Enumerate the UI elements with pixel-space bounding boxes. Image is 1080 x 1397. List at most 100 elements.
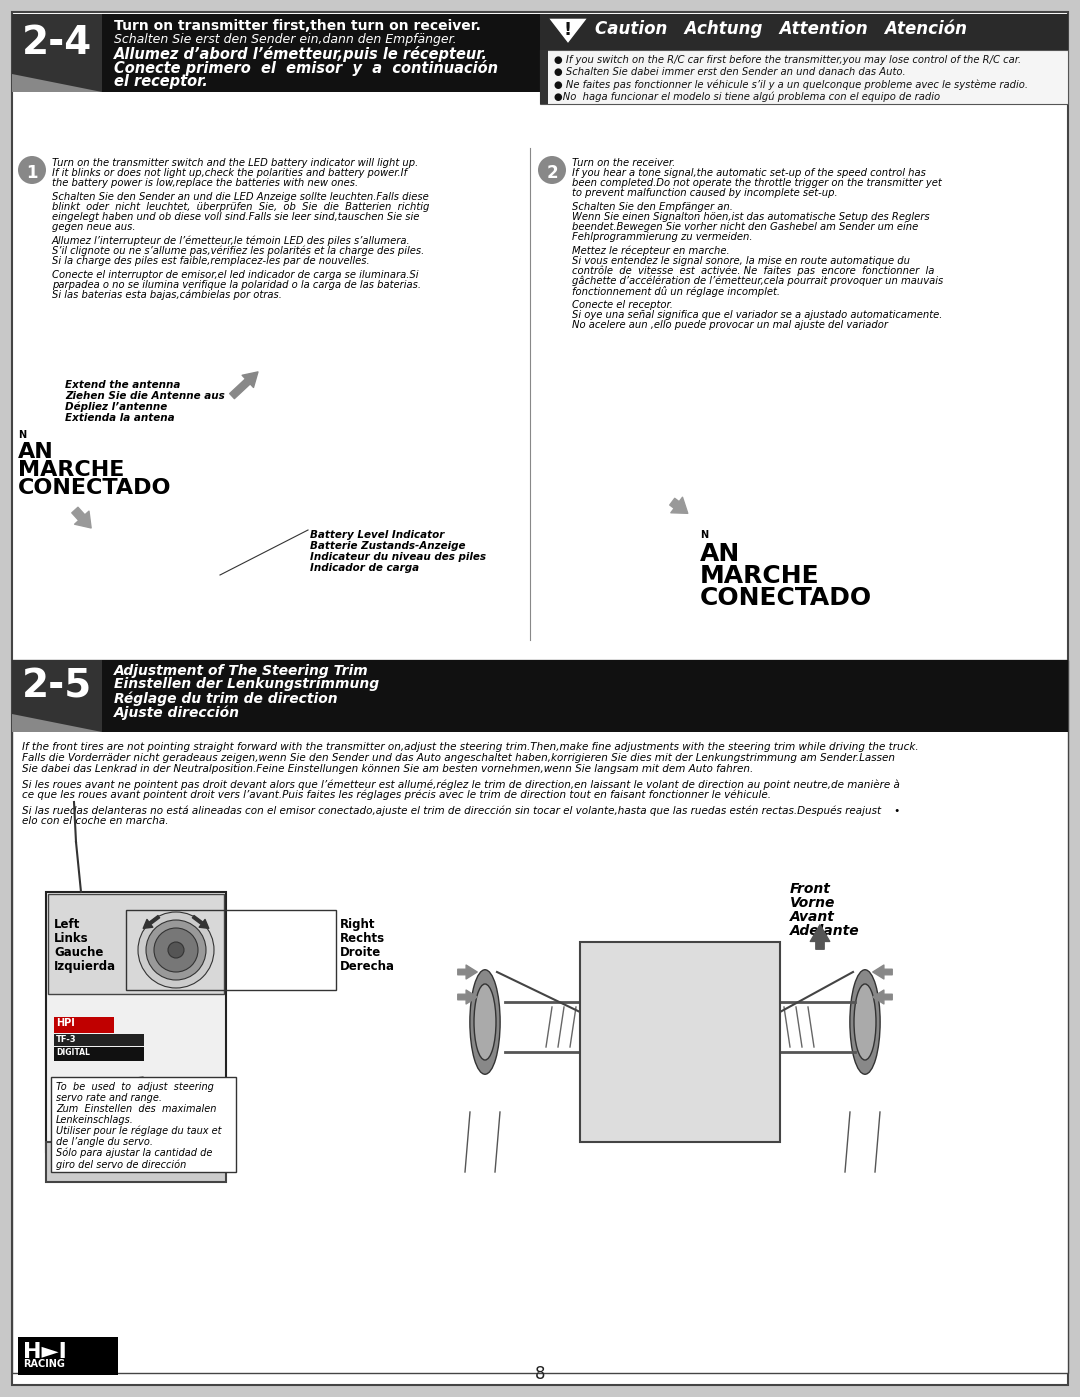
Text: ce que les roues avant pointent droit vers l’avant.Puis faites les réglages préc: ce que les roues avant pointent droit ve… bbox=[22, 789, 771, 800]
Text: been completed.Do not operate the throttle trigger on the transmitter yet: been completed.Do not operate the thrott… bbox=[572, 177, 942, 189]
Bar bbox=[580, 942, 780, 1141]
Text: Avant: Avant bbox=[789, 909, 835, 923]
Text: Droite: Droite bbox=[340, 946, 381, 958]
Text: CONECTADO: CONECTADO bbox=[18, 478, 172, 497]
Text: If you hear a tone signal,the automatic set-up of the speed control has: If you hear a tone signal,the automatic … bbox=[572, 168, 926, 177]
Text: Extienda la antena: Extienda la antena bbox=[65, 414, 175, 423]
Bar bbox=[54, 1046, 144, 1060]
Text: beendet.Bewegen Sie vorher nicht den Gashebel am Sender um eine: beendet.Bewegen Sie vorher nicht den Gas… bbox=[572, 222, 918, 232]
Text: ● If you switch on the R/C car first before the transmitter,you may lose control: ● If you switch on the R/C car first bef… bbox=[554, 54, 1021, 66]
Text: Caution   Achtung   Attention   Atención: Caution Achtung Attention Atención bbox=[595, 20, 967, 38]
Text: Adelante: Adelante bbox=[789, 923, 860, 937]
Text: Front: Front bbox=[789, 882, 831, 895]
Text: Extend the antenna: Extend the antenna bbox=[65, 380, 180, 390]
Bar bbox=[12, 14, 1068, 92]
Text: Indicateur du niveau des piles: Indicateur du niveau des piles bbox=[310, 552, 486, 562]
Text: Batterie Zustands-Anzeige: Batterie Zustands-Anzeige bbox=[310, 541, 465, 550]
Text: Left: Left bbox=[54, 918, 80, 930]
Bar bbox=[12, 14, 102, 92]
Text: Si la charge des piles est faible,remplacez-les par de nouvelles.: Si la charge des piles est faible,rempla… bbox=[52, 256, 369, 265]
Text: Falls die Vorderräder nicht geradeaus zeigen,wenn Sie den Sender und das Auto an: Falls die Vorderräder nicht geradeaus ze… bbox=[22, 753, 895, 763]
Bar bbox=[540, 50, 548, 103]
Text: N: N bbox=[18, 430, 26, 440]
Text: ● Schalten Sie dabei immer erst den Sender an und danach das Auto.: ● Schalten Sie dabei immer erst den Send… bbox=[554, 67, 906, 77]
Text: parpadea o no se ilumina verifique la polaridad o la carga de las baterias.: parpadea o no se ilumina verifique la po… bbox=[52, 279, 421, 291]
Text: ●No  haga funcionar el modelo si tiene algú problema con el equipo de radio: ●No haga funcionar el modelo si tiene al… bbox=[554, 91, 940, 102]
Text: Sie dabei das Lenkrad in der Neutralposition.Feine Einstellungen können Sie am b: Sie dabei das Lenkrad in der Neutralposi… bbox=[22, 764, 753, 774]
Text: S’il clignote ou ne s’allume pas,vérifiez les polarités et la charge des piles.: S’il clignote ou ne s’allume pas,vérifie… bbox=[52, 246, 424, 257]
Text: eingelegt haben und ob diese voll sind.Falls sie leer sind,tauschen Sie sie: eingelegt haben und ob diese voll sind.F… bbox=[52, 212, 419, 222]
Text: Ajuste dirección: Ajuste dirección bbox=[114, 705, 240, 719]
FancyArrowPatch shape bbox=[192, 915, 208, 929]
Text: H>I: H>I bbox=[60, 1148, 92, 1164]
Text: Fehlprogrammierung zu vermeiden.: Fehlprogrammierung zu vermeiden. bbox=[572, 232, 753, 242]
Text: Indicador de carga: Indicador de carga bbox=[310, 563, 419, 573]
Text: de l’angle du servo.: de l’angle du servo. bbox=[56, 1137, 153, 1147]
Text: RACING: RACING bbox=[86, 1162, 116, 1168]
Text: to prevent malfunction caused by incomplete set-up.: to prevent malfunction caused by incompl… bbox=[572, 189, 838, 198]
Ellipse shape bbox=[474, 983, 496, 1060]
Text: Allumez l’interrupteur de l’émetteur,le témoin LED des piles s’allumera.: Allumez l’interrupteur de l’émetteur,le … bbox=[52, 236, 410, 246]
Circle shape bbox=[154, 928, 198, 972]
Text: Sólo para ajustar la cantidad de: Sólo para ajustar la cantidad de bbox=[56, 1148, 213, 1158]
Text: 8: 8 bbox=[535, 1365, 545, 1383]
Text: Battery Level Indicator: Battery Level Indicator bbox=[310, 529, 444, 541]
FancyArrowPatch shape bbox=[670, 497, 688, 513]
Bar bbox=[54, 1017, 114, 1032]
Text: gegen neue aus.: gegen neue aus. bbox=[52, 222, 135, 232]
Text: Adjustment of The Steering Trim: Adjustment of The Steering Trim bbox=[114, 664, 368, 678]
Text: If it blinks or does not light up,check the polarities and battery power.If: If it blinks or does not light up,check … bbox=[52, 168, 407, 177]
Text: Izquierda: Izquierda bbox=[54, 960, 117, 972]
FancyArrowPatch shape bbox=[810, 925, 829, 949]
Bar bbox=[12, 659, 1068, 732]
Text: Schalten Sie erst den Sender ein,dann den Empfänger.: Schalten Sie erst den Sender ein,dann de… bbox=[114, 34, 457, 46]
FancyArrowPatch shape bbox=[230, 372, 258, 398]
Text: Links: Links bbox=[54, 932, 89, 944]
Bar bbox=[54, 1034, 144, 1046]
Polygon shape bbox=[12, 714, 102, 732]
Text: To  be  used  to  adjust  steering: To be used to adjust steering bbox=[56, 1083, 214, 1092]
Text: AN: AN bbox=[700, 542, 740, 566]
FancyArrowPatch shape bbox=[873, 965, 892, 979]
Text: 2-4: 2-4 bbox=[22, 24, 92, 61]
Text: Gauche: Gauche bbox=[54, 946, 104, 958]
Text: 2-5: 2-5 bbox=[22, 666, 92, 705]
Polygon shape bbox=[548, 18, 588, 43]
Bar bbox=[12, 659, 1068, 1373]
Text: !: ! bbox=[564, 21, 572, 39]
Text: Turn on transmitter first,then turn on receiver.: Turn on transmitter first,then turn on r… bbox=[114, 20, 481, 34]
Text: contrôle  de  vitesse  est  activée. Ne  faites  pas  encore  fonctionner  la: contrôle de vitesse est activée. Ne fait… bbox=[572, 265, 934, 277]
Bar bbox=[46, 893, 226, 1153]
Text: servo rate and range.: servo rate and range. bbox=[56, 1092, 162, 1104]
Bar bbox=[46, 1141, 226, 1182]
Text: Conecte el receptor.: Conecte el receptor. bbox=[572, 300, 673, 310]
Text: 2: 2 bbox=[546, 163, 557, 182]
FancyArrowPatch shape bbox=[873, 990, 892, 1004]
Text: MARCHE: MARCHE bbox=[18, 460, 124, 481]
Bar bbox=[126, 909, 336, 990]
Bar bbox=[18, 1337, 118, 1375]
Text: DIGITAL: DIGITAL bbox=[56, 1048, 90, 1058]
Text: Derecha: Derecha bbox=[340, 960, 395, 972]
Text: elo con el coche en marcha.: elo con el coche en marcha. bbox=[22, 816, 168, 826]
Text: ● Ne faites pas fonctionner le véhicule s’il y a un quelconque probleme avec le : ● Ne faites pas fonctionner le véhicule … bbox=[554, 80, 1028, 89]
Text: CONECTADO: CONECTADO bbox=[700, 585, 873, 610]
Text: No acelere aun ,ello puede provocar un mal ajuste del variador: No acelere aun ,ello puede provocar un m… bbox=[572, 320, 888, 330]
Text: H►I: H►I bbox=[23, 1343, 67, 1362]
Circle shape bbox=[138, 912, 214, 988]
Text: RACING: RACING bbox=[23, 1359, 65, 1369]
Text: Ziehen Sie die Antenne aus: Ziehen Sie die Antenne aus bbox=[65, 391, 225, 401]
Bar bbox=[48, 894, 224, 995]
FancyArrowPatch shape bbox=[458, 965, 477, 979]
Circle shape bbox=[538, 156, 566, 184]
Text: Si las baterias esta bajas,cámbielas por otras.: Si las baterias esta bajas,cámbielas por… bbox=[52, 291, 282, 300]
Text: 1: 1 bbox=[26, 163, 38, 182]
Text: Allumez d’abord l’émetteur,puis le récepteur.: Allumez d’abord l’émetteur,puis le récep… bbox=[114, 46, 488, 61]
Ellipse shape bbox=[854, 983, 876, 1060]
Text: AN: AN bbox=[18, 441, 54, 462]
Text: giro del servo de dirección: giro del servo de dirección bbox=[56, 1160, 186, 1169]
Text: Conecte primero  el  emisor  y  a  continuación: Conecte primero el emisor y a continuaci… bbox=[114, 60, 498, 75]
Text: N: N bbox=[700, 529, 708, 541]
Text: Si las ruedas delanteras no está alineadas con el emisor conectado,ajuste el tri: Si las ruedas delanteras no está alinead… bbox=[22, 805, 901, 816]
Bar bbox=[51, 1147, 171, 1172]
